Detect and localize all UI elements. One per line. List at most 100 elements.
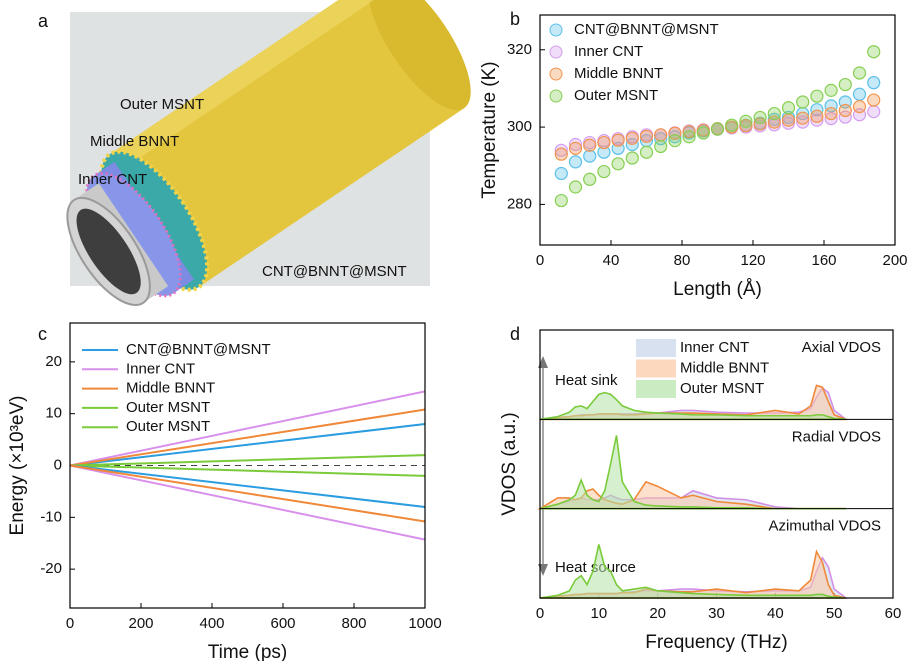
y-tick-label: -10: [40, 508, 62, 525]
legend-label: Inner CNT: [126, 360, 195, 377]
point: [796, 111, 810, 125]
point: [838, 77, 852, 92]
legend-swatch: [636, 380, 676, 398]
panel-label: a: [38, 11, 49, 31]
point: [796, 95, 810, 109]
line: [69, 464, 426, 523]
line: [69, 454, 426, 467]
x-tick-label: 40: [603, 252, 620, 269]
legend-label: CNT@BNNT@MSNT: [574, 21, 719, 38]
legend-marker: [549, 23, 563, 37]
illustration-label: Middle BNNT: [90, 133, 179, 150]
y-axis-title: VDOS (a.u.): [499, 412, 520, 515]
legend-label: Inner CNT: [680, 339, 749, 356]
line: [69, 408, 426, 467]
area: [539, 391, 846, 421]
point: [583, 172, 597, 186]
point: [625, 151, 639, 165]
point: [810, 89, 824, 103]
y-axis-title: Energy (×10³eV): [7, 396, 28, 536]
point: [611, 157, 625, 171]
line: [69, 464, 426, 477]
point: [583, 149, 597, 163]
point: [654, 128, 668, 142]
legend-marker: [549, 89, 563, 103]
point: [597, 164, 611, 179]
point: [568, 155, 583, 169]
x-tick-label: 40: [767, 605, 784, 622]
x-tick-label: 0: [66, 615, 74, 632]
point: [583, 138, 597, 152]
subplot-title: Axial VDOS: [802, 339, 881, 356]
y-axis-title: Temperature (K): [479, 61, 500, 198]
x-axis-title: Length (Å): [673, 279, 762, 300]
plot-frame: [539, 329, 894, 599]
point: [554, 166, 568, 181]
point: [611, 133, 625, 147]
legend-label: Outer MSNT: [126, 399, 210, 416]
illustration-label: Outer MSNT: [120, 96, 204, 113]
point: [696, 126, 710, 140]
point: [867, 45, 881, 59]
y-tick-label: 10: [45, 405, 62, 422]
point: [625, 131, 639, 145]
x-tick-label: 120: [740, 252, 765, 269]
point: [668, 134, 682, 148]
nanotube-illustration: [66, 0, 471, 307]
point: [668, 130, 682, 144]
x-tick-label: 50: [826, 605, 843, 622]
point: [739, 118, 753, 133]
point: [682, 130, 696, 144]
legend-swatch: [636, 359, 676, 378]
x-tick-label: 10: [590, 605, 607, 622]
y-tick-label: 280: [507, 195, 532, 212]
point: [781, 101, 796, 115]
point: [824, 83, 838, 97]
x-tick-label: 30: [708, 605, 725, 622]
point: [725, 118, 739, 132]
x-tick-label: 160: [811, 252, 836, 269]
point: [767, 106, 781, 121]
y-tick-label: -20: [40, 560, 62, 577]
legend-label: Outer MSNT: [126, 418, 210, 435]
line: [69, 464, 426, 541]
point: [739, 114, 753, 128]
line: [69, 390, 426, 467]
x-tick-label: 20: [649, 605, 666, 622]
y-tick-label: 320: [507, 41, 532, 58]
point: [639, 145, 654, 159]
x-tick-label: 1000: [408, 615, 441, 632]
x-axis-title: Frequency (THz): [645, 632, 788, 653]
point: [682, 125, 696, 139]
x-tick-label: 80: [674, 252, 691, 269]
legend-label: Inner CNT: [574, 43, 643, 60]
point: [597, 135, 611, 150]
subplot-title: Radial VDOS: [792, 428, 881, 445]
legend-label: Outer MSNT: [574, 87, 658, 104]
legend-swatch: [636, 339, 676, 357]
point: [781, 116, 796, 130]
point: [838, 103, 852, 118]
point: [796, 115, 810, 129]
point: [824, 106, 838, 121]
annotation: Heat sink: [555, 372, 618, 389]
panel-label: d: [510, 324, 520, 344]
legend-marker: [549, 67, 563, 81]
x-tick-label: 200: [882, 252, 907, 269]
point: [810, 109, 824, 123]
legend-label: CNT@BNNT@MSNT: [126, 341, 271, 358]
point: [710, 122, 725, 136]
illustration-caption: CNT@BNNT@MSNT: [262, 263, 407, 280]
point: [810, 113, 824, 127]
legend-label: Middle BNNT: [680, 359, 769, 376]
y-tick-label: 20: [45, 353, 62, 370]
point: [852, 66, 867, 80]
y-tick-label: 0: [54, 456, 62, 473]
x-tick-label: 600: [270, 615, 295, 632]
line: [69, 464, 426, 508]
x-tick-label: 200: [128, 615, 153, 632]
point: [867, 76, 881, 90]
x-tick-label: 400: [199, 615, 224, 632]
panel-label: c: [38, 324, 47, 344]
